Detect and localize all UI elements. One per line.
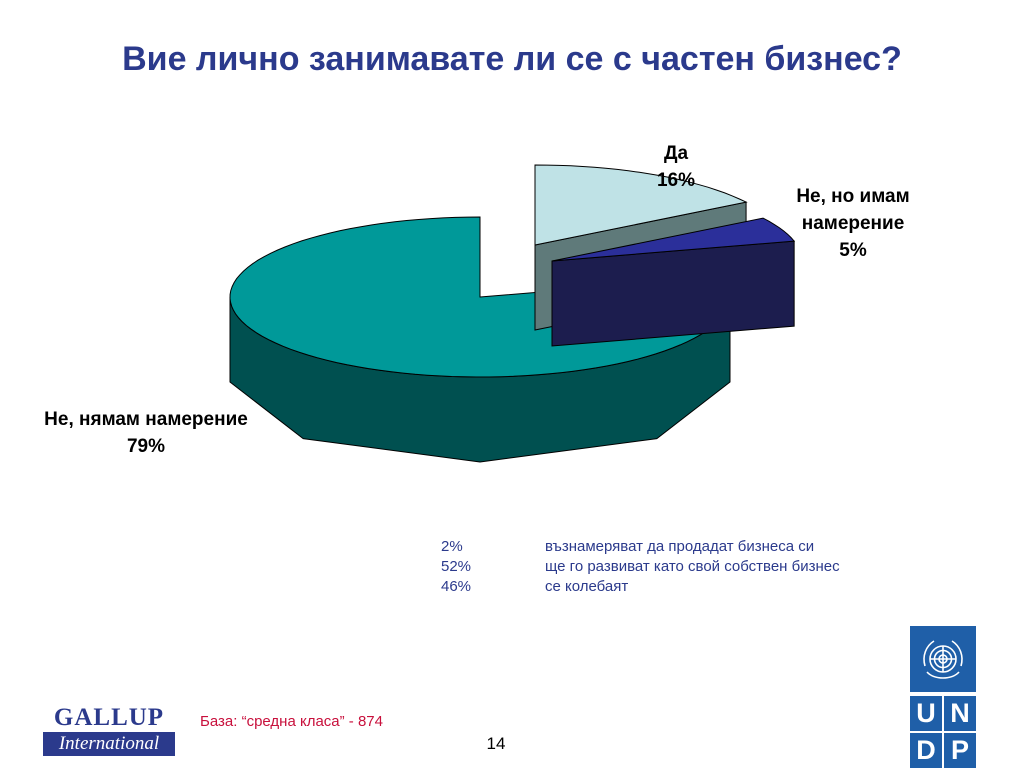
gallup-logo: GALLUP International [43,704,175,756]
slice-label-yes-value: 16% [656,170,696,191]
slice-label-planned-value: 5% [839,240,867,261]
sample-base-note: База: “средна класа” - 874 [200,713,383,730]
slice-label-planned: Не, но имам намерение 5% [788,183,918,264]
note-text: се колебаят [545,578,629,595]
note-text: възнамеряват да продадат бизнеса си [545,538,815,555]
page-number: 14 [486,734,506,753]
page-title: Вие лично занимавате ли се с частен бизн… [122,40,902,78]
slice-planned [551,217,796,347]
slice-label-yes: Да 16% [636,140,716,194]
slice-label-no-intent: Не, нямам намерение 79% [30,406,262,460]
slice-label-no-intent-value: 79% [126,436,166,457]
gallup-logo-top: GALLUP [53,704,165,731]
slice-yes-top [534,164,748,246]
note-percent: 46% [441,578,472,595]
slice-label-yes-text: Да [663,143,689,164]
undp-letter-n: N [944,696,976,731]
slice-label-no-intent-text: Не, нямам намерение [44,409,248,430]
note-percent: 2% [441,538,463,555]
un-emblem-icon [910,626,976,692]
undp-letter-u: U [910,696,942,731]
undp-logo: U N D P [910,626,976,768]
slice-label-planned-text: Не, но имам намерение [796,186,910,234]
undp-letter-p: P [944,733,976,768]
gallup-logo-bottom: International [43,732,175,756]
note-text: ще го развиват като свой собствен бизнес [545,558,840,575]
slice-planned-top [551,217,796,262]
note-percent: 52% [441,558,472,575]
undp-letter-d: D [910,733,942,768]
